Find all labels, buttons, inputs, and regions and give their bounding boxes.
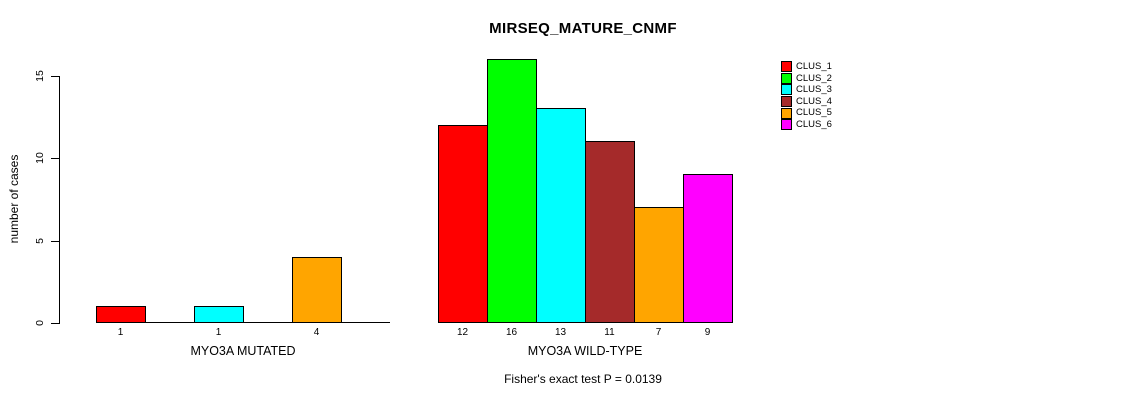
legend-swatch-clus_5	[781, 107, 792, 119]
bar-clus_5	[634, 207, 684, 323]
legend-item: CLUS_3	[781, 84, 832, 96]
bar-value-label: 1	[215, 327, 222, 338]
legend-item: CLUS_6	[781, 119, 832, 131]
y-axis-tick-label: 0	[34, 320, 46, 326]
legend-item: CLUS_2	[781, 72, 832, 85]
x-axis-label-wildtype-group: MYO3A WILD-TYPE	[527, 344, 643, 358]
x-axis-label-mutated-group: MYO3A MUTATED	[190, 344, 296, 358]
bar-value-label: 12	[456, 327, 469, 338]
legend-swatch-clus_1	[781, 61, 792, 73]
bar-clus_2	[487, 59, 537, 323]
y-axis-tick-label: 5	[34, 237, 46, 244]
legend-swatch-clus_2	[781, 72, 792, 84]
y-axis-tick-label: 10	[34, 152, 46, 164]
bar-value-label: 7	[655, 327, 662, 338]
legend-label: CLUS_6	[796, 119, 832, 131]
legend-swatch-clus_3	[781, 84, 792, 96]
bar-clus_3	[536, 108, 586, 323]
y-axis-tick-label: 15	[34, 69, 46, 82]
legend-label: CLUS_4	[796, 95, 832, 107]
legend: CLUS_1 CLUS_2 CLUS_3 CLUS_4 CLUS_5 CLUS_6	[781, 61, 832, 131]
y-axis-label: number of cases	[7, 154, 21, 244]
bar-clus_1	[96, 306, 146, 323]
bar-clus_3	[194, 306, 244, 323]
legend-label: CLUS_1	[796, 61, 832, 73]
legend-label: CLUS_5	[796, 107, 832, 119]
legend-swatch-clus_4	[781, 96, 792, 108]
y-axis-tick	[51, 323, 59, 324]
bar-clus_4	[585, 141, 635, 323]
legend-label: CLUS_2	[796, 72, 832, 84]
y-axis-tick	[51, 75, 59, 77]
bar-value-label: 4	[313, 327, 320, 338]
legend-item: CLUS_4	[781, 96, 832, 108]
legend-label: CLUS_3	[796, 84, 832, 96]
legend-swatch-clus_6	[781, 119, 792, 131]
legend-item: CLUS_5	[781, 107, 832, 119]
bar-value-label: 9	[704, 327, 711, 338]
bar-value-label: 1	[117, 327, 124, 338]
bar-value-label: 11	[604, 327, 615, 338]
bar-value-label: 16	[505, 327, 518, 338]
legend-item: CLUS_1	[781, 61, 832, 73]
bar-clus_5	[292, 257, 342, 323]
bar-value-label: 13	[554, 327, 567, 338]
y-axis-tick	[51, 158, 59, 159]
fisher-test-annotation: Fisher's exact test P = 0.0139	[504, 372, 662, 386]
y-axis-line	[59, 75, 60, 324]
bar-clus_1	[438, 125, 488, 323]
y-axis-tick	[51, 240, 59, 242]
chart-title: MIRSEQ_MATURE_CNMF	[489, 20, 677, 37]
bar-clus_6	[683, 174, 733, 323]
